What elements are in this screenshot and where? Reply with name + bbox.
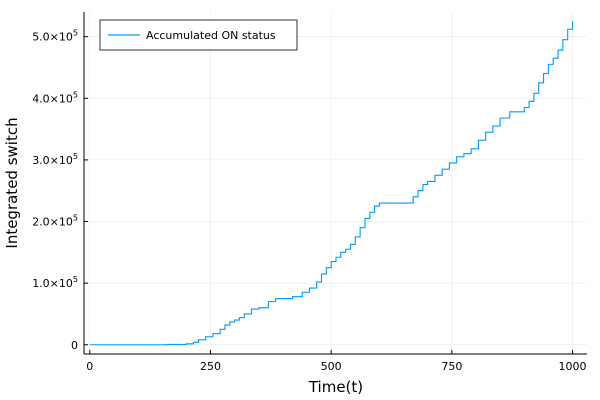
y-tick-label: 4.0×105 — [32, 90, 78, 105]
x-tick-label: 1000 — [559, 360, 587, 373]
y-tick-label: 2.0×105 — [32, 214, 78, 229]
axes: 0 250 500 750 1000 0 1.0×105 2.0×105 3.0×105 4.0×… — [32, 12, 587, 373]
x-axis-title: Time(t) — [308, 378, 363, 396]
grid — [84, 12, 587, 354]
y-axis-title: Integrated switch — [3, 117, 21, 248]
x-tick-label: 500 — [321, 360, 342, 373]
y-tick-label: 3.0×105 — [32, 152, 78, 167]
y-tick-label: 1.0×105 — [32, 275, 78, 290]
x-tick-label: 750 — [441, 360, 462, 373]
y-tick-label: 5.0×105 — [32, 29, 78, 44]
series-layer — [89, 21, 574, 346]
y-tick-label: 0 — [71, 339, 78, 352]
legend: Accumulated ON status — [99, 19, 298, 51]
series-line — [89, 21, 574, 346]
legend-label: Accumulated ON status — [146, 29, 276, 42]
x-tick-label: 0 — [86, 360, 93, 373]
x-tick-label: 250 — [200, 360, 221, 373]
